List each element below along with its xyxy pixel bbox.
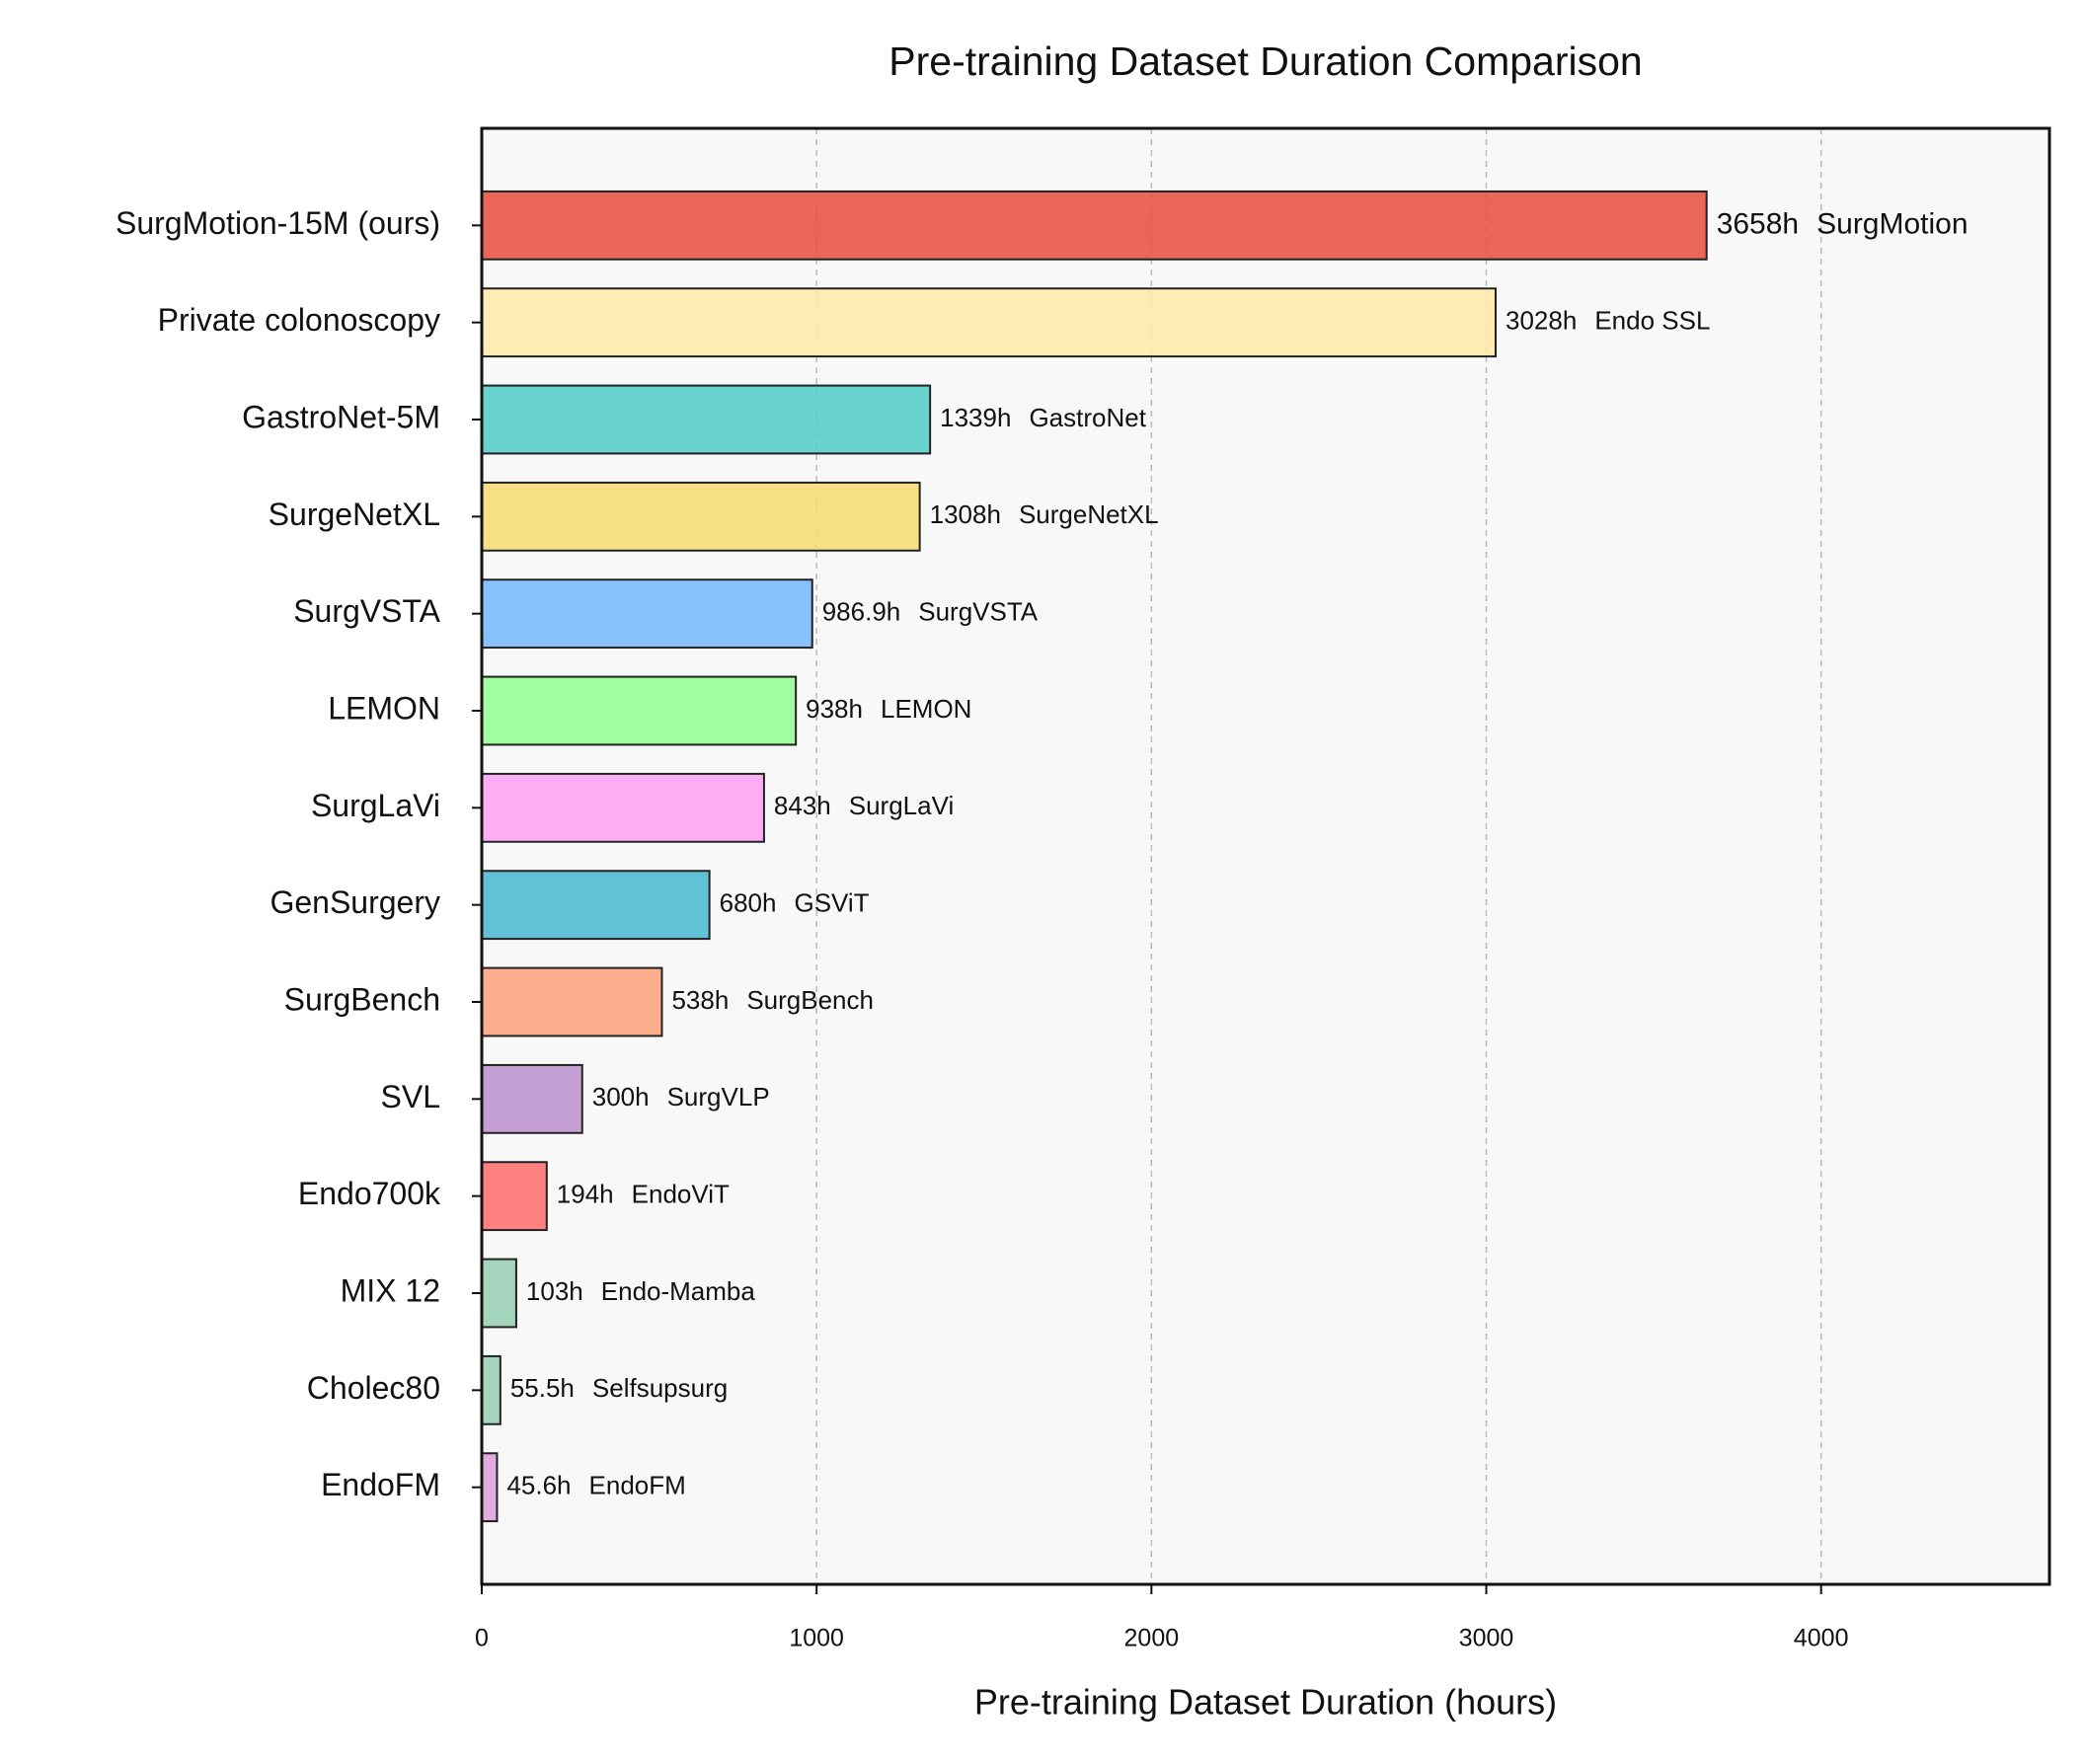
value-label: 103h [526, 1276, 583, 1306]
model-label: Endo-Mamba [601, 1276, 756, 1306]
y-tick-label: GastroNet-5M [242, 399, 440, 434]
y-tick-label: SurgBench [284, 981, 440, 1017]
chart-title: Pre-training Dataset Duration Comparison [888, 38, 1642, 84]
x-tick-label: 0 [475, 1625, 489, 1652]
model-label: EndoViT [632, 1180, 730, 1209]
model-label: GastroNet [1029, 403, 1146, 432]
x-tick-label: 2000 [1124, 1625, 1180, 1652]
bar [481, 966, 663, 1037]
bar [481, 870, 711, 941]
model-label: Selfsupsurg [592, 1373, 728, 1403]
x-tick-label: 4000 [1794, 1625, 1849, 1652]
value-label: 3658h [1717, 207, 1799, 240]
y-tick-label: GenSurgery [270, 884, 440, 920]
plot-frame [480, 126, 2051, 1586]
bar [481, 578, 813, 650]
model-label: SurgMotion [1816, 207, 1968, 240]
bar [481, 190, 1708, 261]
bar [481, 1258, 517, 1329]
model-label: SurgVLP [667, 1082, 770, 1112]
y-tick-label: Endo700k [298, 1176, 441, 1211]
bar [481, 1161, 548, 1232]
value-label: 538h [671, 985, 729, 1015]
value-label: 938h [806, 694, 863, 724]
bar [481, 287, 1498, 358]
model-label: EndoFM [589, 1471, 686, 1500]
value-label: 45.6h [506, 1471, 571, 1500]
model-label: SurgLaVi [849, 791, 955, 820]
model-label: LEMON [881, 694, 971, 724]
value-label: 55.5h [510, 1373, 575, 1403]
y-tick-label: SurgMotion-15M (ours) [116, 205, 440, 241]
value-label: 3028h [1505, 306, 1577, 336]
y-tick-label: SVL [381, 1079, 440, 1114]
bar [481, 481, 921, 552]
value-label: 1308h [930, 499, 1001, 529]
y-tick-label: LEMON [328, 690, 440, 726]
model-label: SurgeNetXL [1019, 499, 1159, 529]
value-label: 843h [774, 791, 831, 820]
value-label: 986.9h [822, 597, 901, 627]
model-label: GSViT [794, 888, 869, 918]
x-tick-label: 3000 [1459, 1625, 1514, 1652]
model-label: Endo SSL [1594, 306, 1710, 336]
model-label: SurgVSTA [918, 597, 1039, 627]
bar [481, 384, 932, 455]
y-tick-label: SurgeNetXL [269, 497, 440, 532]
y-tick-label: Private colonoscopy [158, 302, 440, 338]
bar [481, 675, 798, 746]
value-label: 680h [720, 888, 777, 918]
x-tick-label: 1000 [789, 1625, 844, 1652]
bar [481, 1354, 502, 1425]
y-tick-label: Cholec80 [307, 1370, 440, 1406]
y-tick-label: SurgVSTA [293, 593, 440, 629]
x-axis-label: Pre-training Dataset Duration (hours) [974, 1682, 1557, 1723]
bar [481, 1063, 583, 1134]
value-label: 194h [557, 1180, 614, 1209]
value-label: 1339h [940, 403, 1011, 432]
model-label: SurgBench [746, 985, 874, 1015]
y-tick-label: EndoFM [321, 1467, 440, 1502]
y-tick-label: MIX 12 [341, 1272, 440, 1308]
bar [481, 772, 765, 843]
bar [481, 1452, 499, 1523]
plot-area [482, 128, 2049, 1584]
y-tick-label: SurgLaVi [311, 788, 440, 823]
value-label: 300h [592, 1082, 650, 1112]
plot-layer [481, 128, 1822, 1584]
